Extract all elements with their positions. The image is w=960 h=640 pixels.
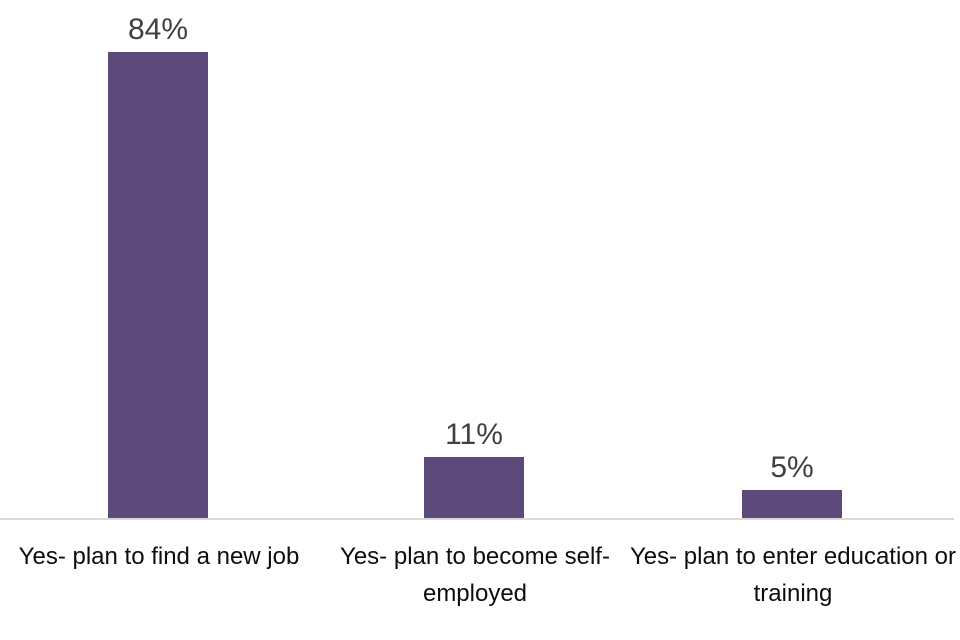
data-label: 11% [445, 418, 503, 451]
bar-group-education-training: 5% [742, 451, 842, 518]
category-label-line: training [753, 580, 833, 607]
bar [424, 457, 524, 518]
category-label-education-training: Yes- plan to enter education or training [613, 538, 960, 612]
category-label-find-new-job: Yes- plan to find a new job [0, 538, 339, 575]
data-label: 84% [127, 13, 189, 46]
category-label-line: employed [422, 580, 528, 607]
bar [108, 52, 208, 518]
category-label-line: Yes- plan to become self- [340, 543, 610, 570]
bar-group-self-employed: 11% [424, 418, 524, 518]
bar [742, 490, 842, 518]
category-label-self-employed: Yes- plan to become self- employed [295, 538, 655, 612]
x-axis-line [0, 518, 954, 520]
category-label-line: Yes- plan to enter education or [629, 543, 956, 570]
bar-group-find-new-job: 84% [108, 13, 208, 518]
data-label: 5% [770, 451, 814, 484]
category-label-line: Yes- plan to find a new job [18, 543, 300, 570]
